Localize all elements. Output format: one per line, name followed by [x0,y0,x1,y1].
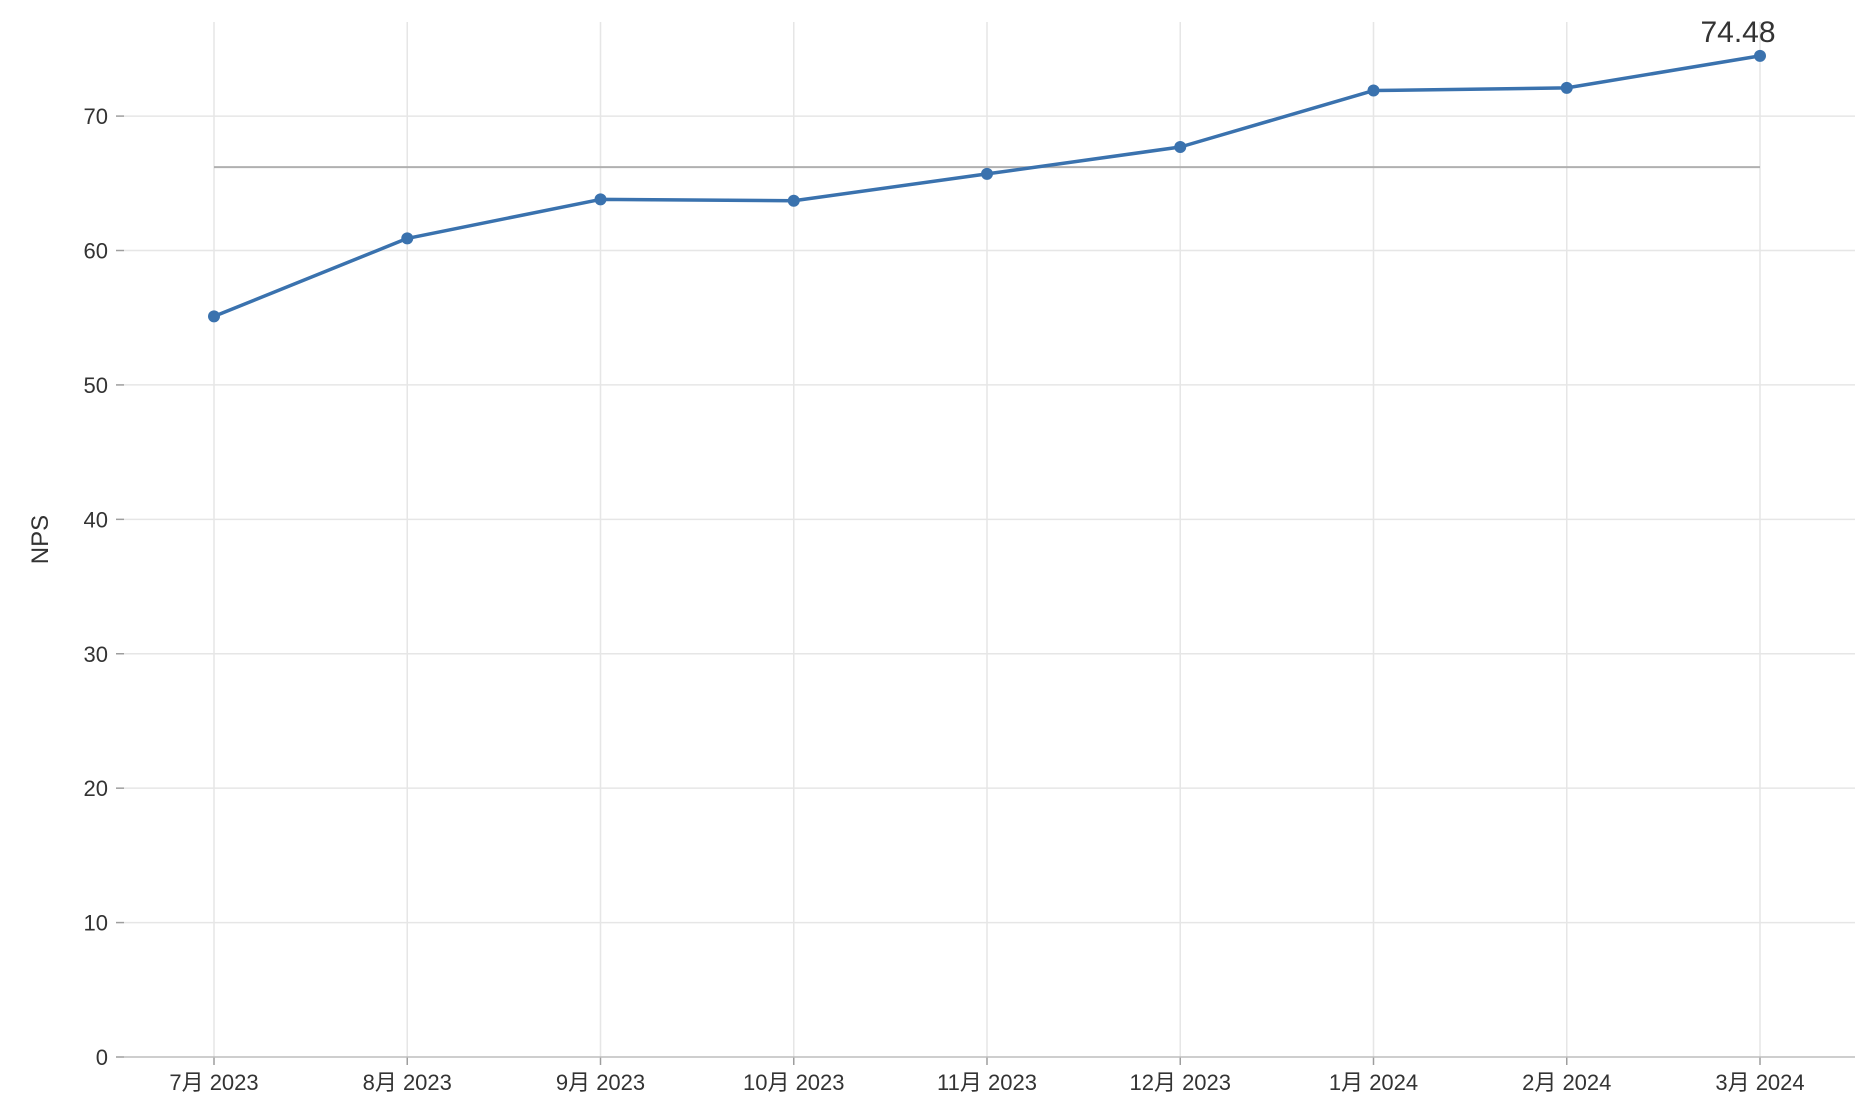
data-point [1560,81,1573,94]
y-tick-label: 10 [84,911,108,936]
x-tick-label: 10月 2023 [743,1070,845,1095]
x-tick-label: 9月 2023 [556,1070,645,1095]
y-gridlines [124,115,1855,924]
y-tick-labels: 0 10 20 30 40 50 60 70 [84,104,108,1070]
data-point [1174,141,1187,154]
data-point [981,167,993,180]
x-tick-label: 7月 2023 [169,1070,258,1095]
y-tick-label: 0 [96,1045,108,1070]
x-tick-label: 2月 2024 [1522,1070,1611,1095]
data-point [401,232,414,245]
axes [116,115,1855,1065]
data-point [594,193,607,206]
y-tick-label: 50 [84,373,108,398]
y-tick-label: 70 [84,104,108,129]
y-tick-label: 60 [84,239,108,264]
x-tick-labels: 7月 2023 8月 2023 9月 2023 10月 2023 11月 2023 12月… [169,1070,1804,1095]
data-label: 74.48 [1700,16,1775,49]
x-tick-label: 3月 2024 [1715,1070,1804,1095]
x-tick-label: 12月 2023 [1129,1070,1231,1095]
series-group [208,49,1766,323]
data-point [1367,84,1380,97]
y-axis-title: NPS [27,515,54,564]
y-tick-label: 30 [84,642,108,667]
y-tick-label: 20 [84,776,108,801]
data-point [1754,49,1766,62]
x-tick-label: 8月 2023 [363,1070,452,1095]
annotations-group: 74.48 [1700,16,1775,49]
y-tick-label: 40 [84,507,108,532]
x-tick-label: 11月 2023 [937,1070,1037,1095]
data-point [208,310,220,323]
x-gridlines [213,22,1761,1057]
data-point [787,194,800,207]
x-tick-label: 1月 2024 [1329,1070,1418,1095]
